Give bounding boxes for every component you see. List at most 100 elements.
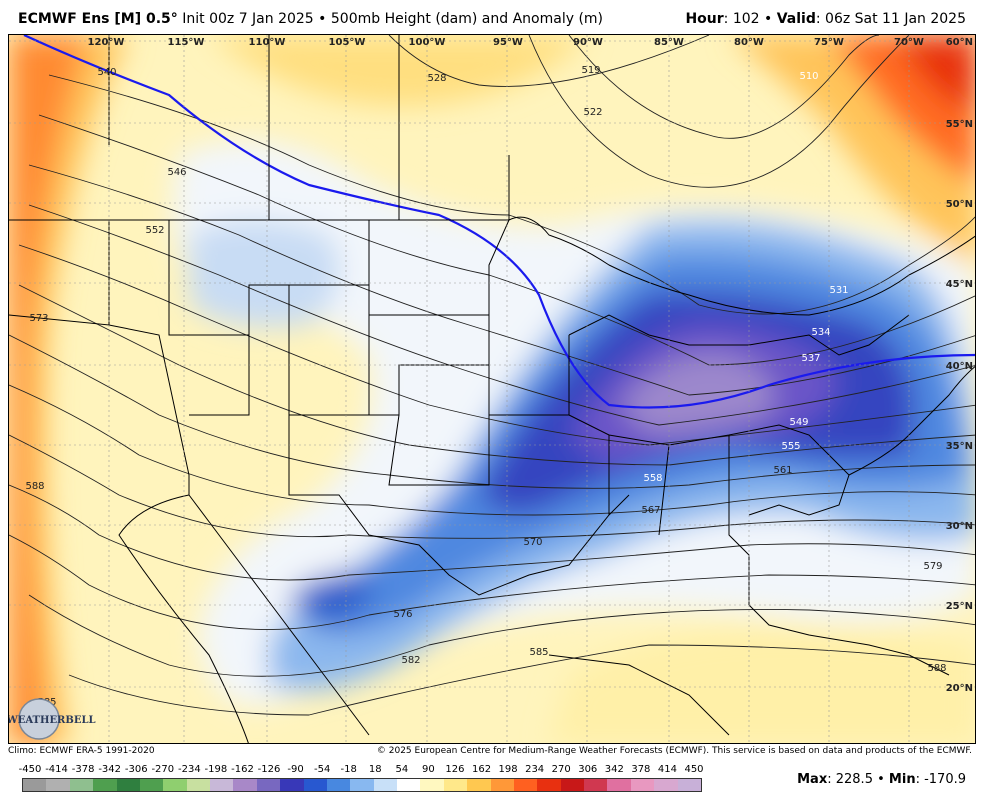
scale-swatch [233,779,257,791]
contour-label: 570 [523,537,542,548]
lat-label: 20°N [946,683,973,694]
scale-swatch [420,779,444,791]
color-scale: -450 -414 -378 -342 -306 -270 -234 -198 -162 -126… [18,764,704,794]
scale-tick-label: -270 [151,764,175,775]
height-contours [9,35,975,716]
lon-label: 115°W [168,37,205,48]
scale-tick-label: 18 [368,764,382,775]
longitude-labels: 120°W 115°W 110°W 105°W 100°W 95°W 90°W … [88,37,924,48]
graticule [9,35,975,743]
min-value: : -170.9 [915,772,966,787]
scale-tick-label: -234 [178,764,201,775]
valid-time: Hour: 102 • Valid: 06z Sat 11 Jan 2025 [685,11,966,27]
hour-label: Hour [685,11,724,27]
max-value: : 228.5 [827,772,873,787]
contour-label: 567 [641,505,660,516]
contour-label: 519 [581,65,600,76]
contour-label: 510 [799,71,818,82]
contour-label: 588 [927,663,946,674]
scale-swatch [116,779,140,791]
scale-tick-label: 378 [631,764,651,775]
lon-label: 80°W [734,37,764,48]
header: ECMWF Ens [M] 0.5° Init 00z 7 Jan 2025 •… [0,0,984,34]
hour-value: : 102 [723,11,760,27]
contour-label: 552 [145,225,164,236]
lat-label: 60°N [946,37,973,48]
scale-tick-label: 342 [604,764,624,775]
latitude-labels: 60°N 55°N 50°N 45°N 40°N 35°N 30°N 25°N … [946,37,973,694]
contour-label: 540 [97,67,116,78]
weatherbell-logo: WEATHERBELL [9,698,96,740]
scale-swatch [139,779,164,791]
contour-labels: 510 519 522 525 528 531 534 537 540 546 … [25,65,946,708]
lat-label: 40°N [946,361,973,372]
scale-tick-label: -126 [257,764,281,775]
scale-swatch [537,779,561,791]
scale-swatch [630,779,655,791]
scale-tick-label: -198 [204,764,228,775]
scale-tick-label: 54 [395,764,409,775]
scale-swatch [490,779,514,791]
lon-label: 100°W [409,37,446,48]
scale-tick-label: -162 [231,764,254,775]
contour-label: 534 [811,327,830,338]
scale-tick-label: -306 [124,764,148,775]
lon-label: 75°W [814,37,844,48]
contour-label: 573 [29,313,48,324]
contour-label: 528 [427,73,446,84]
model-name: ECMWF Ens [M] 0.5° [18,11,178,27]
scale-tick-label: 270 [551,764,571,775]
scale-swatch [373,779,397,791]
scale-swatch [256,779,281,791]
contour-label: 576 [393,609,412,620]
scale-tick-label: -450 [18,764,42,775]
scale-swatch [303,779,327,791]
map-title: ECMWF Ens [M] 0.5° Init 00z 7 Jan 2025 •… [18,11,604,27]
contour-label: 546 [167,167,186,178]
map-canvas: 120°W 115°W 110°W 105°W 100°W 95°W 90°W … [9,35,975,743]
scale-swatch [186,779,210,791]
scale-swatch [560,779,584,791]
scale-swatch [280,779,304,791]
contour-label: 558 [643,473,662,484]
anomaly-field [9,35,975,743]
lon-label: 105°W [329,37,366,48]
init-time: Init 00z 7 Jan 2025 [182,11,314,27]
scale-swatch [607,779,631,791]
lat-label: 25°N [946,601,973,612]
scale-tick-label: 306 [578,764,598,775]
lat-label: 35°N [946,441,973,452]
scale-tick-label: -18 [340,764,357,775]
contour-label: 522 [583,107,602,118]
lon-label: 70°W [894,37,924,48]
scale-tick-label: 126 [445,764,465,775]
copyright-note: © 2025 European Centre for Medium-Range … [376,746,972,756]
scale-tick-label: 414 [657,764,677,775]
lat-label: 50°N [946,199,973,210]
scale-tick-label: -54 [313,764,331,775]
scale-swatch [397,779,421,791]
contour-label: 579 [923,561,942,572]
lon-label: 90°W [573,37,603,48]
max-label: Max [797,772,828,787]
scale-swatch [46,779,70,791]
contour-label: 555 [781,441,800,452]
lon-label: 110°W [249,37,286,48]
scale-tick-label: -414 [45,764,68,775]
contour-label: 585 [529,647,548,658]
lon-label: 95°W [493,37,523,48]
scale-swatch [163,779,187,791]
lon-label: 85°W [654,37,684,48]
lat-label: 45°N [946,279,973,290]
scale-swatch [23,779,47,791]
scale-swatch [677,779,701,791]
scale-swatch [584,779,608,791]
scale-tick-label: -90 [287,764,304,775]
scale-swatch [69,779,94,791]
scale-swatch [210,779,234,791]
scale-tick-label: 234 [525,764,545,775]
scale-tick-label: 90 [422,764,435,775]
scale-swatch [93,779,117,791]
contour-label: 537 [801,353,820,364]
scale-swatch [513,779,538,791]
